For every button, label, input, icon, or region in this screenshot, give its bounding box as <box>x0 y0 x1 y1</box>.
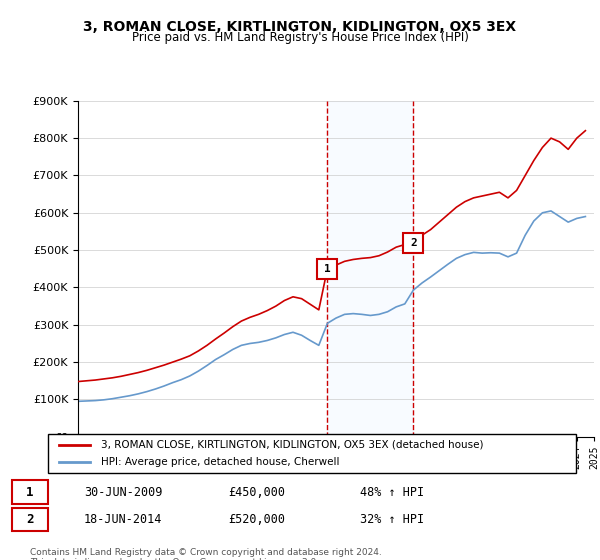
Text: 30-JUN-2009: 30-JUN-2009 <box>84 486 163 498</box>
FancyBboxPatch shape <box>12 480 48 504</box>
Bar <box>328 101 413 437</box>
Text: 1: 1 <box>26 486 34 498</box>
FancyBboxPatch shape <box>12 508 48 531</box>
Text: £520,000: £520,000 <box>228 513 285 526</box>
Text: 3, ROMAN CLOSE, KIRTLINGTON, KIDLINGTON, OX5 3EX: 3, ROMAN CLOSE, KIRTLINGTON, KIDLINGTON,… <box>83 20 517 34</box>
Text: Contains HM Land Registry data © Crown copyright and database right 2024.
This d: Contains HM Land Registry data © Crown c… <box>30 548 382 560</box>
Text: 32% ↑ HPI: 32% ↑ HPI <box>360 513 424 526</box>
Text: HPI: Average price, detached house, Cherwell: HPI: Average price, detached house, Cher… <box>101 457 340 467</box>
Text: 2: 2 <box>26 513 34 526</box>
FancyBboxPatch shape <box>48 434 576 473</box>
Text: 48% ↑ HPI: 48% ↑ HPI <box>360 486 424 498</box>
Text: 1: 1 <box>324 264 331 274</box>
Text: 2: 2 <box>410 237 417 248</box>
Text: 18-JUN-2014: 18-JUN-2014 <box>84 513 163 526</box>
Text: 3, ROMAN CLOSE, KIRTLINGTON, KIDLINGTON, OX5 3EX (detached house): 3, ROMAN CLOSE, KIRTLINGTON, KIDLINGTON,… <box>101 440 484 450</box>
Text: £450,000: £450,000 <box>228 486 285 498</box>
Text: Price paid vs. HM Land Registry's House Price Index (HPI): Price paid vs. HM Land Registry's House … <box>131 31 469 44</box>
